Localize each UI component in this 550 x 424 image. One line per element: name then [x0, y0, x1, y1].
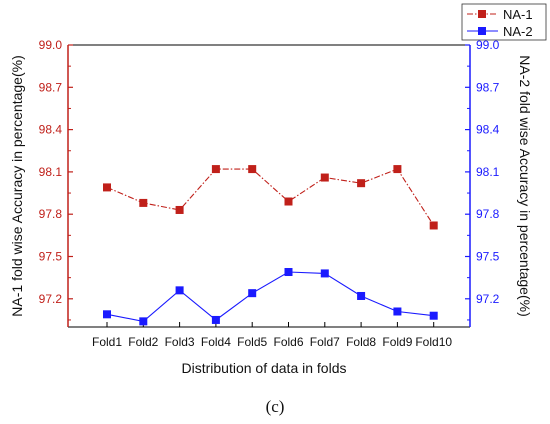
data-point	[211, 315, 220, 324]
legend-label: NA-2	[503, 24, 533, 39]
data-point	[393, 307, 402, 316]
right-y-tick-label: 99.0	[476, 38, 500, 52]
right-y-tick-label: 97.5	[476, 250, 500, 264]
right-y-tick-label: 98.7	[476, 80, 500, 94]
data-point	[393, 165, 402, 174]
data-point	[357, 291, 366, 300]
data-point	[175, 286, 184, 295]
series-line	[106, 168, 435, 226]
left-y-tick-label: 98.7	[39, 80, 63, 94]
series-layer	[103, 165, 438, 326]
left-y-axis: 97.2 97.5 97.8 98.1 98.4 98.7 99.0	[39, 38, 73, 321]
data-point	[357, 179, 366, 188]
left-y-tick-label: 99.0	[39, 38, 63, 52]
right-y-tick-label: 97.2	[476, 292, 500, 306]
data-point	[284, 197, 293, 206]
series-na-2	[103, 268, 438, 326]
x-tick-label: Fold5	[237, 335, 267, 349]
data-point	[103, 310, 111, 319]
right-y-axis-label: NA-2 fold wise Accuracy in percentage(%)	[517, 55, 533, 316]
legend: NA-1 NA-2	[461, 3, 547, 41]
left-y-tick-label: 98.1	[39, 165, 63, 179]
data-point	[248, 165, 257, 174]
left-y-axis-label: NA-1 fold wise Accuracy in percentage(%)	[9, 55, 25, 316]
plot-area	[67, 44, 471, 328]
legend-marker	[478, 27, 486, 35]
legend-item: NA-1	[467, 7, 533, 22]
left-y-tick-label: 97.5	[39, 250, 63, 264]
left-y-tick-label: 98.4	[39, 123, 63, 137]
data-point	[429, 221, 438, 230]
legend-label: NA-1	[503, 7, 533, 22]
x-tick-label: Fold1	[92, 335, 122, 349]
x-axis-label: Distribution of data in folds	[182, 360, 347, 376]
x-tick-label: Fold9	[382, 335, 412, 349]
legend-box	[461, 3, 547, 41]
data-point	[248, 289, 257, 298]
series-na-1	[103, 165, 438, 230]
data-point	[139, 198, 148, 207]
x-tick-label: Fold8	[346, 335, 376, 349]
data-point	[320, 269, 329, 278]
x-axis: Fold1 Fold2 Fold3 Fold4 Fold5 Fold6 Fold7 Fold8…	[92, 322, 452, 349]
data-point	[139, 317, 148, 326]
data-point	[284, 268, 293, 277]
x-tick-label: Fold2	[128, 335, 158, 349]
x-tick-label: Fold3	[165, 335, 195, 349]
right-y-tick-label: 98.4	[476, 123, 500, 137]
right-y-axis: 97.2 97.5 97.8 98.1 98.4 98.7 99.0	[465, 38, 500, 321]
left-y-tick-label: 97.8	[39, 207, 63, 221]
data-point	[175, 205, 184, 214]
x-tick-label: Fold4	[201, 335, 231, 349]
x-tick-label: Fold7	[310, 335, 340, 349]
series-line	[106, 271, 434, 322]
legend-item: NA-2	[467, 24, 533, 39]
data-point	[320, 173, 329, 182]
left-y-tick-label: 97.2	[39, 292, 63, 306]
x-tick-label: Fold10	[415, 335, 452, 349]
x-tick-label: Fold6	[273, 335, 303, 349]
right-y-tick-label: 97.8	[476, 207, 500, 221]
legend-marker	[478, 10, 486, 18]
right-y-tick-label: 98.1	[476, 165, 500, 179]
data-point	[103, 183, 111, 192]
figure-caption: (c)	[265, 397, 285, 416]
data-point	[211, 165, 220, 174]
data-point	[429, 311, 438, 320]
